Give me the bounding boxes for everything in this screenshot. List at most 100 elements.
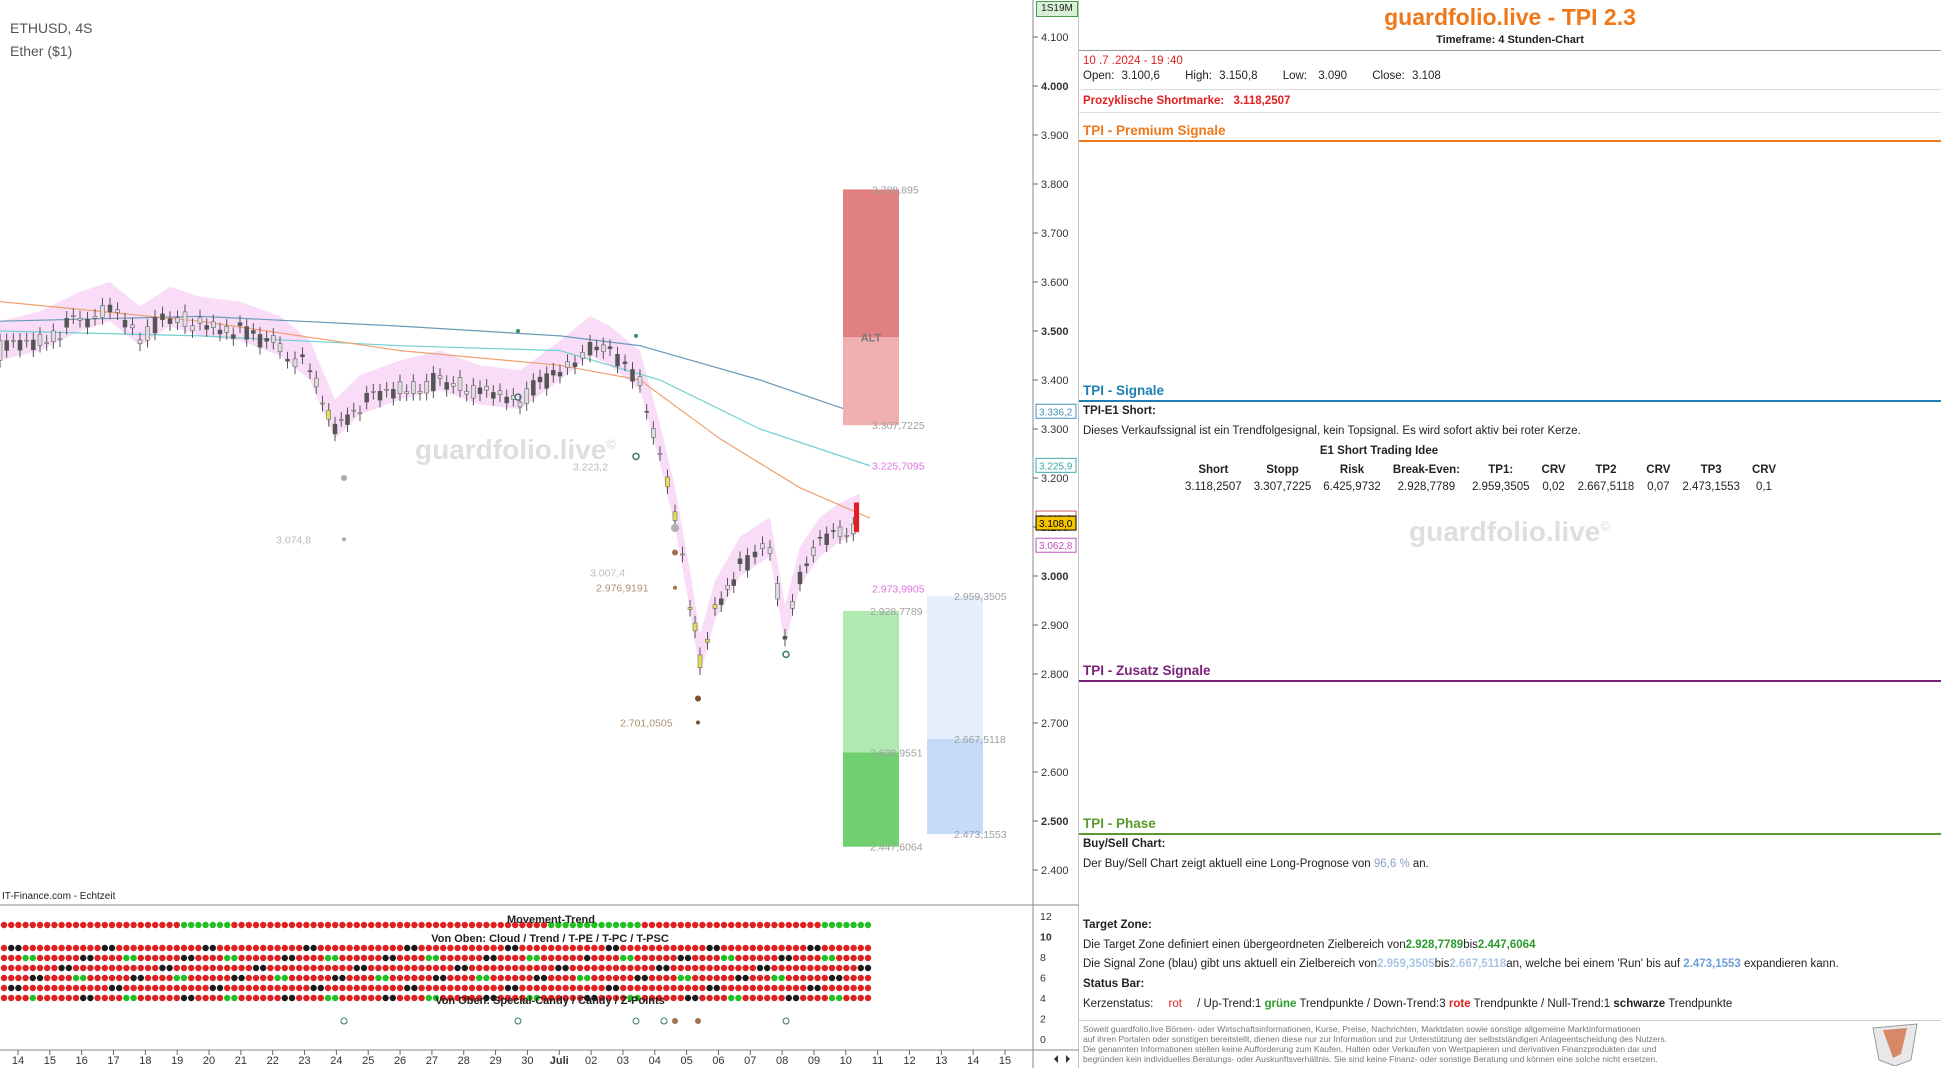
indicator-dot [864,984,872,992]
buysell-text-a: Der Buy/Sell Chart zeigt aktuell eine Lo… [1083,858,1371,870]
price-chart[interactable]: ALT 3.788,895 3.307,7225 3.225,7095 2.973,99… [0,0,1079,1068]
indicator-dot [684,954,692,962]
scroll-arrows-icon[interactable] [1052,1052,1072,1064]
indicator-dot [180,944,188,952]
indicator-dot [51,944,58,952]
candle-body [731,579,736,586]
indicator-dot [605,964,612,972]
trading-idea-value-4: 2.959,3505 [1471,481,1530,493]
indicator-dot [764,974,771,982]
indicator-dot [792,994,800,1002]
candle-body [411,381,416,394]
indicator-dot [353,994,360,1002]
date-tick-label: 07 [744,1055,756,1067]
indicator-dot [411,964,418,972]
indicator-dot [166,954,173,962]
indicator-dot [51,921,58,929]
indicator-dot [274,974,281,982]
indicator-dot [627,974,634,982]
candle-body [257,334,263,348]
indicator-dot [634,994,641,1002]
price-tick-label: 2.700 [1041,718,1069,730]
indicator-dot [8,944,15,952]
indicator-dot [216,944,224,952]
indicator-dot [346,944,353,952]
indicator-dot [850,994,857,1002]
indicator-dot [180,954,188,962]
indicator-dot [663,954,670,962]
indicator-dot [317,994,324,1002]
indicator-dot [836,921,843,929]
indicator-dot [116,921,123,929]
indicator-dot [15,984,22,992]
candle-body [464,391,469,395]
candle-body [64,318,69,328]
indicator-dot [828,994,836,1002]
indicator-dot [58,944,65,952]
candle-body [137,339,143,344]
price-tick-label: 2.400 [1041,865,1069,877]
disclaimer-rule [1079,1020,1941,1021]
indicator-dot [80,974,87,982]
indicator-dot [296,921,303,929]
indicator-dot [360,921,368,929]
high-label: High: [1185,70,1212,82]
target-text-a: Die Target Zone definiert einen übergeor… [1083,939,1406,951]
price-chart-panel[interactable]: ALT 3.788,895 3.307,7225 3.225,7095 2.973,99… [0,0,1079,1068]
indicator-dot [850,944,857,952]
indicator-dot [771,974,778,982]
indicator-dot [512,944,519,952]
indicator-dot [476,921,483,929]
indicator-dot [598,984,605,992]
indicator-dot [123,974,130,982]
indicator-dot [288,954,296,962]
candle-body [760,543,765,549]
indicator-dot [720,974,728,982]
indicator-dot [108,984,116,992]
indicator-dot [749,964,756,972]
price-annotation: 2.701,0505 [620,717,673,729]
indicator-dot [497,994,504,1002]
indicator-dot [267,954,274,962]
indicator-dot [188,984,195,992]
indicator-dot [353,974,360,982]
indicator-dot [382,984,389,992]
indicator-dot [8,921,15,929]
indicator-dot [375,964,382,972]
indicator-dot [728,994,735,1002]
indicator-dot [843,994,850,1002]
indicator-dot [159,974,166,982]
indicator-dot [159,944,166,952]
zoom-badge[interactable]: 1S19M [1036,1,1078,17]
indicator-dot [303,964,310,972]
disclaimer-line: Soweit guardfolio.live Börsen- oder Wirt… [1083,1024,1641,1034]
price-annotation: 3.007,4 [590,567,625,579]
indicator-dot [130,954,137,962]
indicator-dot [22,994,29,1002]
indicator-dot [8,974,15,982]
indicator-dot [648,974,656,982]
indicator-dot [108,964,116,972]
indicator-dot [778,974,785,982]
candle-body [122,319,128,328]
indicator-dot [173,954,180,962]
indicator-dot [807,994,814,1002]
indicator-dot [641,964,648,972]
candle-body [644,411,649,413]
indicator-dot [324,921,332,929]
up-trend-label: / Up-Trend: [1197,998,1255,1010]
indicator-dot [785,974,792,982]
indicator-dot [720,954,728,962]
indicator-dot [180,974,188,982]
date-tick-label: 28 [458,1055,470,1067]
candle-body [107,304,113,313]
indicator-dot [562,954,569,962]
indicator-dot [720,921,728,929]
indicator-dot [404,954,411,962]
indicator-dot [648,984,656,992]
indicator-dot [792,974,800,982]
indicator-dot [425,984,432,992]
indicator-dot [692,964,699,972]
trading-idea-value-9: 0,1 [1755,481,1772,493]
indicator-dot [656,984,663,992]
